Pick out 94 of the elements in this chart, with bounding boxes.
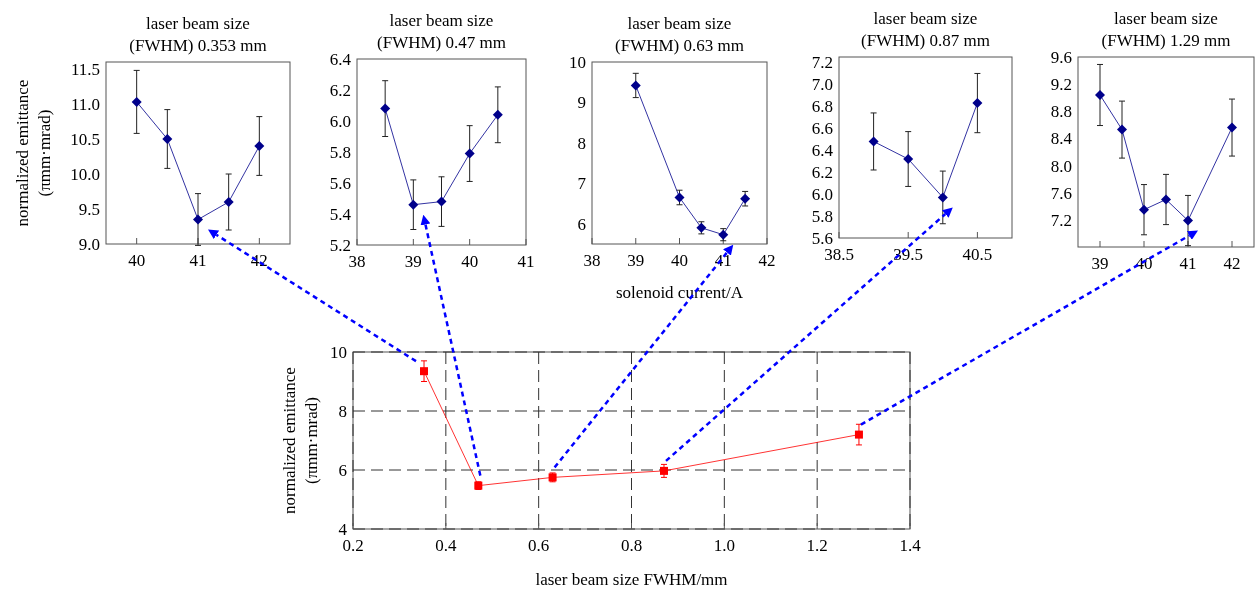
point <box>1117 124 1127 135</box>
x-tick-label: 39 <box>1091 254 1109 273</box>
point <box>854 430 863 439</box>
x-axis-title: laser beam size FWHM/mm <box>535 570 728 589</box>
point <box>630 80 641 91</box>
y-tick-label: 11.0 <box>70 95 100 114</box>
y-tick-label: 5.2 <box>329 236 351 255</box>
x-tick-label: 0.2 <box>342 536 364 555</box>
point <box>972 98 983 109</box>
x-tick-label: 40 <box>461 252 479 271</box>
y-tick-label: 9.0 <box>78 235 100 254</box>
x-axis-title: solenoid current/A <box>616 283 744 302</box>
x-tick-label: 41 <box>517 252 535 271</box>
y-tick-label: 5.8 <box>811 207 833 227</box>
y-tick-label: 6.4 <box>811 141 834 161</box>
y-axis-title: normalized emittance (πmm·mrad) <box>13 79 54 227</box>
point <box>254 141 265 151</box>
y-tick-label: 10.5 <box>70 130 100 149</box>
y-tick-label: 6.8 <box>811 97 833 117</box>
y-tick-label: 8.4 <box>1050 129 1073 149</box>
y-tick-label: 10.0 <box>70 165 100 184</box>
x-tick-label: 1.0 <box>713 536 735 555</box>
x-tick-label: 0.4 <box>435 536 457 555</box>
y-tick-label: 5.4 <box>329 205 352 224</box>
point <box>1139 204 1149 215</box>
x-tick-label: 38 <box>348 252 366 271</box>
y-tick-label: 9.5 <box>78 200 100 219</box>
y-tick-label: 9.2 <box>1050 75 1072 95</box>
x-tick-label: 42 <box>250 251 268 270</box>
chart-title: laser beam size (FWHM) 0.353 mm <box>129 14 267 55</box>
x-tick-label: 42 <box>1223 254 1241 273</box>
y-tick-label: 8 <box>338 402 347 421</box>
x-tick-label: 38 <box>583 251 601 270</box>
y-tick-label: 6 <box>577 214 586 234</box>
x-tick-label: 41 <box>1179 254 1197 273</box>
point <box>1095 90 1105 100</box>
point <box>1227 122 1237 133</box>
x-tick-label: 38.5 <box>824 245 854 264</box>
y-tick-label: 5.6 <box>811 229 833 248</box>
x-tick-label: 41 <box>189 251 207 270</box>
point <box>380 103 391 114</box>
point <box>492 109 503 120</box>
y-tick-label: 7.6 <box>1050 183 1072 203</box>
y-tick-label: 8.0 <box>1050 156 1072 176</box>
point <box>868 136 879 147</box>
x-tick-label: 40 <box>671 251 688 270</box>
y-tick-label: 6 <box>338 461 347 480</box>
y-tick-label: 9 <box>577 93 586 113</box>
point <box>1183 215 1193 226</box>
point <box>193 214 203 225</box>
y-tick-label: 8 <box>577 133 586 153</box>
y-tick-label: 8.8 <box>1050 102 1072 122</box>
y-tick-label: 11.5 <box>70 60 100 79</box>
point <box>903 154 914 165</box>
y-axis-title: normalized emittance (πmm·mrad) <box>280 367 321 514</box>
point <box>436 196 447 207</box>
chart-title: laser beam size (FWHM) 0.87 mm <box>861 9 990 50</box>
y-tick-label: 9.6 <box>1050 48 1072 67</box>
x-tick-label: 39 <box>627 251 645 270</box>
point <box>131 96 142 107</box>
point <box>464 148 475 159</box>
x-tick-label: 40 <box>128 251 146 270</box>
chart-title: laser beam size (FWHM) 1.29 mm <box>1101 9 1231 50</box>
chart-title: laser beam size (FWHM) 0.63 mm <box>615 14 744 55</box>
y-tick-label: 10 <box>569 53 586 72</box>
y-tick-label: 5.6 <box>329 174 351 193</box>
chart-title: laser beam size (FWHM) 0.47 mm <box>377 11 506 52</box>
y-tick-label: 6.4 <box>329 50 352 69</box>
y-tick-label: 10 <box>330 343 347 362</box>
x-tick-label: 0.8 <box>620 536 643 555</box>
x-tick-label: 40.5 <box>962 245 993 264</box>
point <box>162 134 173 144</box>
point <box>420 367 429 376</box>
y-tick-label: 7.2 <box>1050 210 1072 230</box>
y-tick-label: 7.0 <box>811 75 833 95</box>
y-tick-label: 6.6 <box>811 119 833 139</box>
y-tick-label: 4 <box>338 520 348 539</box>
y-tick-label: 6.0 <box>329 112 351 131</box>
x-tick-label: 1.4 <box>899 536 922 555</box>
y-tick-label: 6.0 <box>811 185 833 205</box>
y-tick-label: 5.8 <box>329 143 351 162</box>
x-tick-label: 1.2 <box>806 536 828 555</box>
y-tick-label: 6.2 <box>811 163 833 183</box>
y-tick-label: 7.2 <box>811 53 833 73</box>
x-tick-label: 0.6 <box>528 536 550 555</box>
x-tick-label: 39.5 <box>893 245 924 264</box>
point <box>937 192 948 203</box>
point <box>1161 194 1171 205</box>
point <box>408 199 419 210</box>
y-tick-label: 7 <box>577 174 587 194</box>
x-tick-label: 42 <box>758 251 776 270</box>
point <box>223 197 234 207</box>
y-tick-label: 6.2 <box>329 81 351 100</box>
x-tick-label: 39 <box>404 252 422 271</box>
